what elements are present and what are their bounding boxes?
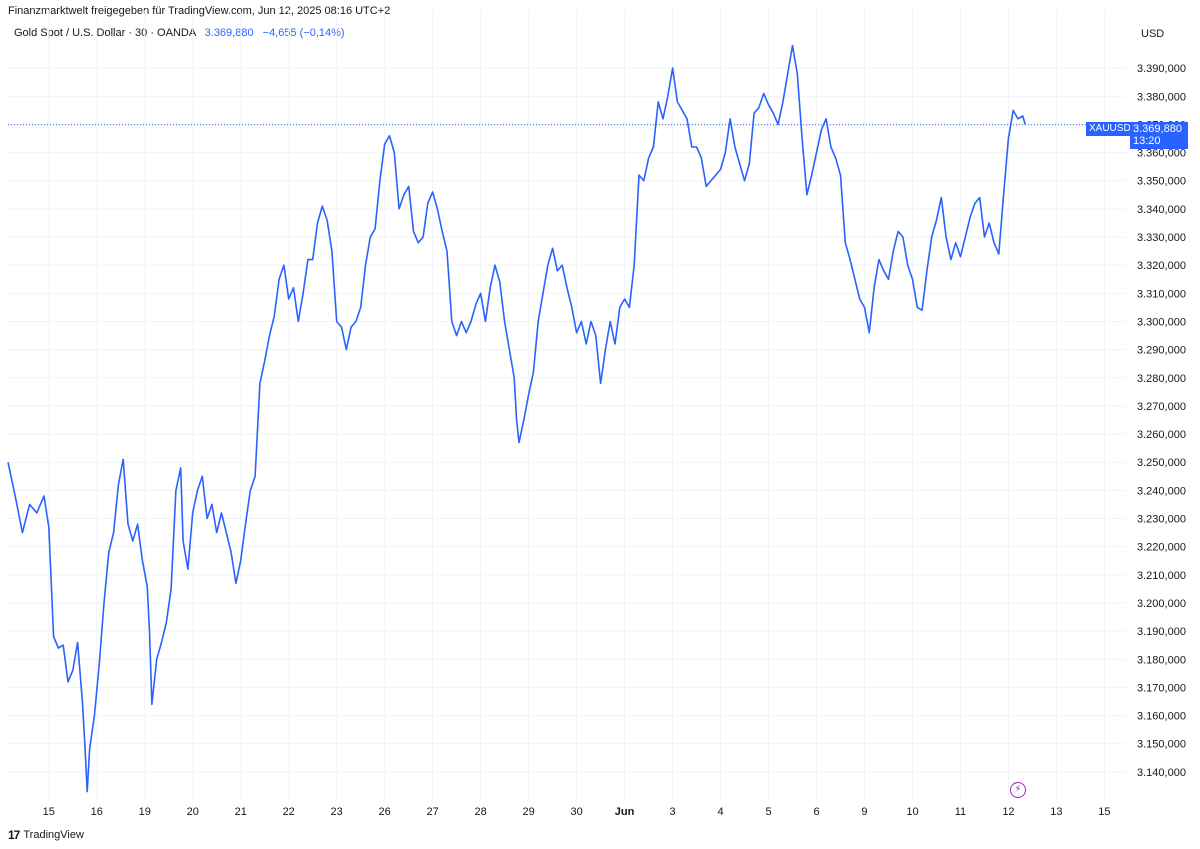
x-tick-label: 11 — [955, 806, 966, 818]
x-tick-label: 15 — [1098, 806, 1110, 818]
y-tick-label: 3.220,000 — [1137, 542, 1186, 554]
price-series-line — [7, 44, 1026, 793]
countdown-value: 13:20 — [1133, 135, 1161, 147]
x-tick-label: 13 — [1050, 806, 1062, 818]
y-tick-label: 3.390,000 — [1137, 63, 1186, 75]
tradingview-logo[interactable]: 17 TradingView — [8, 828, 84, 842]
symbol-price-tag: XAUUSD — [1086, 122, 1134, 136]
y-tick-label: 3.320,000 — [1137, 260, 1186, 272]
y-tick-label: 3.280,000 — [1137, 373, 1186, 385]
y-tick-label: 3.230,000 — [1137, 514, 1186, 526]
x-tick-label: 15 — [43, 806, 55, 818]
tradingview-icon: 17 — [8, 828, 20, 842]
y-tick-label: 3.190,000 — [1137, 626, 1186, 638]
x-tick-label: 22 — [283, 806, 295, 818]
x-tick-label: 5 — [765, 806, 771, 818]
y-tick-label: 3.360,000 — [1137, 148, 1186, 160]
y-tick-label: 3.350,000 — [1137, 176, 1186, 188]
x-tick-label: 10 — [906, 806, 918, 818]
x-tick-label: 28 — [475, 806, 487, 818]
lightning-icon[interactable]: ⚡ — [1010, 782, 1026, 798]
x-tick-label: 16 — [91, 806, 103, 818]
y-axis: 3.390,0003.380,0003.370,0003.360,0003.35… — [1137, 63, 1186, 779]
symbol-description: Gold Spot / U.S. Dollar · 30 · OANDA — [14, 27, 196, 39]
x-tick-label: 30 — [570, 806, 582, 818]
y-tick-label: 3.310,000 — [1137, 288, 1186, 300]
x-tick-label: 9 — [861, 806, 867, 818]
x-tick-label: 12 — [1002, 806, 1014, 818]
y-tick-label: 3.150,000 — [1137, 739, 1186, 751]
legend-change: −4,655 (−0,14%) — [262, 27, 345, 39]
x-tick-label: 23 — [331, 806, 343, 818]
x-tick-label: 27 — [427, 806, 439, 818]
y-tick-label: 3.160,000 — [1137, 711, 1186, 723]
y-tick-label: 3.260,000 — [1137, 429, 1186, 441]
x-tick-label: 21 — [235, 806, 247, 818]
x-tick-label: 20 — [187, 806, 199, 818]
symbol-legend: Gold Spot / U.S. Dollar · 30 · OANDA 3.3… — [14, 27, 345, 39]
x-tick-label: 6 — [813, 806, 819, 818]
x-tick-label: Jun — [615, 806, 635, 818]
last-price-tag-value: 3.369,880 — [1133, 123, 1182, 135]
x-tick-label: 29 — [522, 806, 534, 818]
y-tick-label: 3.330,000 — [1137, 232, 1186, 244]
y-tick-label: 3.210,000 — [1137, 570, 1186, 582]
currency-label[interactable]: USD — [1141, 28, 1165, 40]
y-tick-label: 3.170,000 — [1137, 682, 1186, 694]
x-tick-label: 26 — [379, 806, 391, 818]
y-tick-label: 3.270,000 — [1137, 401, 1186, 413]
y-tick-label: 3.250,000 — [1137, 457, 1186, 469]
y-tick-label: 3.140,000 — [1137, 767, 1186, 779]
x-axis: 15 16 19 20 21 22 23 26 27 28 29 30 Jun 3 4 5 6 9 10 11 12 13… — [43, 806, 1111, 818]
grid-lines — [8, 10, 1126, 800]
last-price-tag: 3.369,880 13:20 — [1130, 122, 1188, 149]
y-tick-label: 3.380,000 — [1137, 91, 1186, 103]
y-tick-label: 3.200,000 — [1137, 598, 1186, 610]
x-tick-label: 4 — [717, 806, 723, 818]
tradingview-logo-text: TradingView — [23, 829, 84, 841]
legend-last-price: 3.369,880 — [204, 27, 254, 39]
y-tick-label: 3.290,000 — [1137, 345, 1186, 357]
attribution-note: Finanzmarktwelt freigegeben für TradingV… — [8, 5, 391, 17]
y-tick-label: 3.300,000 — [1137, 316, 1186, 328]
x-tick-label: 3 — [669, 806, 675, 818]
x-tick-label: 19 — [139, 806, 151, 818]
y-tick-label: 3.180,000 — [1137, 654, 1186, 666]
y-tick-label: 3.340,000 — [1137, 204, 1186, 216]
y-tick-label: 3.240,000 — [1137, 485, 1186, 497]
